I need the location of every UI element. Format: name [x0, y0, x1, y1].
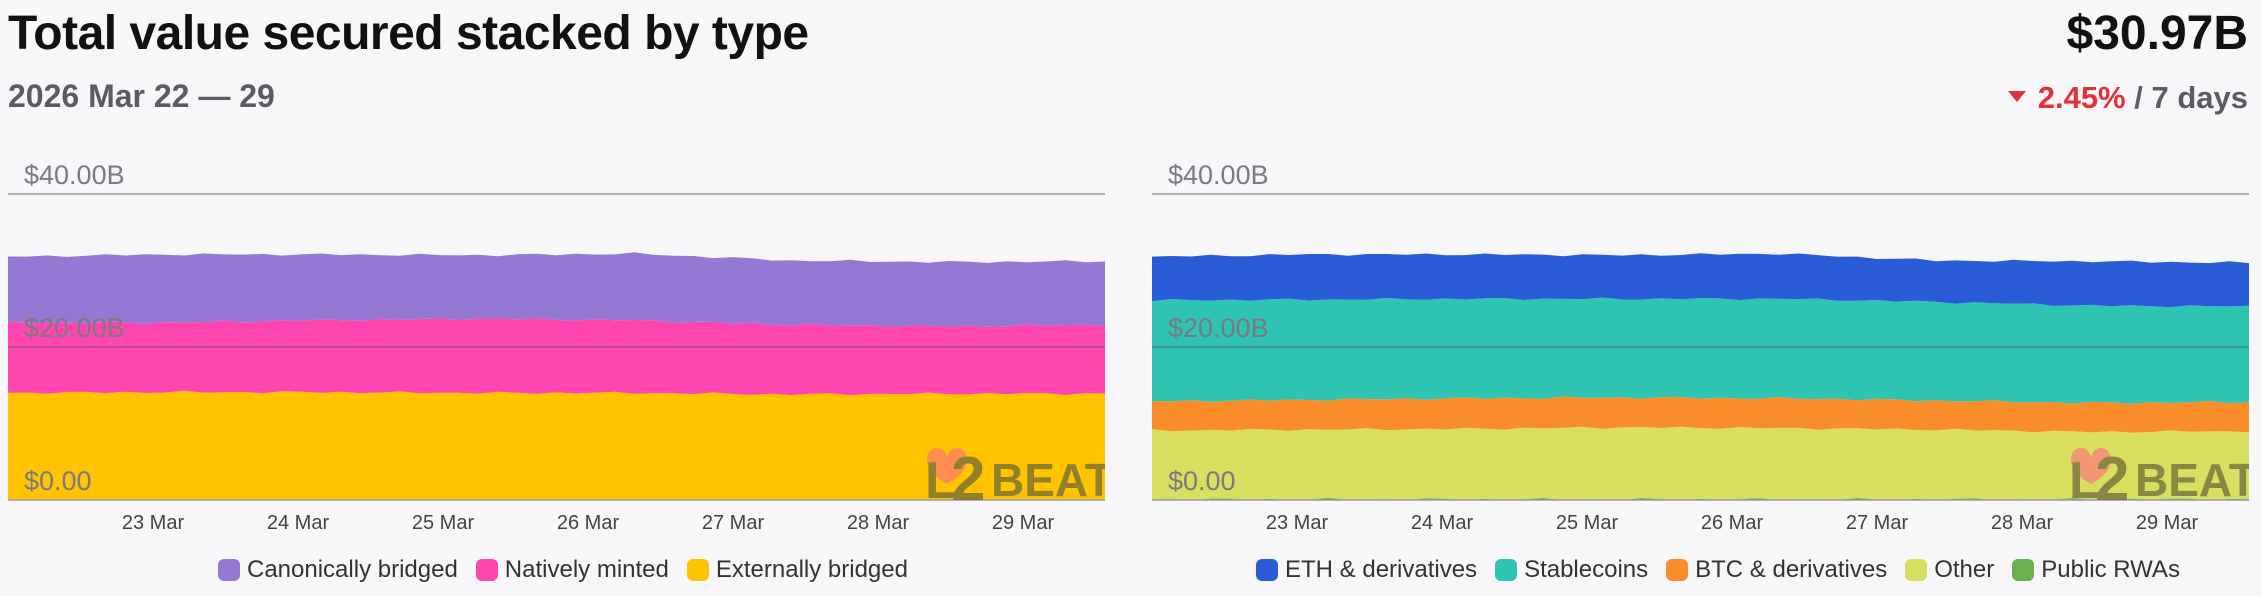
watermark-text: 2 — [951, 445, 985, 514]
legend-label: Other — [1934, 556, 1995, 583]
y-tick-label: $20.00B — [1168, 313, 1269, 343]
x-tick-label: 29 Mar — [992, 512, 1055, 534]
chart-title: Total value secured stacked by type — [8, 7, 809, 60]
x-tick-label: 26 Mar — [557, 512, 620, 534]
legend-label: Natively minted — [504, 556, 669, 583]
area-series-externally-bridged — [8, 390, 1105, 500]
change-percent: 2.45% — [2037, 80, 2126, 115]
x-tick-label: 29 Mar — [2136, 512, 2199, 534]
legend-swatch — [2012, 559, 2035, 581]
legend-swatch — [1256, 559, 1278, 581]
legend-swatch — [1666, 559, 1689, 581]
legend-item[interactable]: Natively minted — [475, 556, 669, 584]
area-series-other — [1152, 426, 2249, 501]
legend-swatch — [1905, 559, 1928, 581]
change-period: / 7 days — [2134, 80, 2248, 115]
x-tick-label: 28 Mar — [847, 512, 910, 534]
area-series-natively-minted — [8, 318, 1105, 396]
x-tick-label: 27 Mar — [1846, 512, 1909, 534]
l2beat-watermark: L2 BEAT — [2069, 445, 2249, 514]
x-tick-label: 25 Mar — [412, 512, 475, 534]
x-tick-label: 27 Mar — [702, 512, 765, 534]
area-series-btc-derivatives — [1152, 396, 2249, 433]
heart-icon — [2071, 448, 2111, 484]
y-tick-label: $0.00 — [1168, 466, 1236, 496]
legend-label: Stablecoins — [1524, 556, 1649, 583]
x-tick-label: 28 Mar — [1991, 512, 2054, 534]
area-series-stablecoins — [1152, 297, 2249, 404]
legend-swatch — [686, 559, 709, 581]
x-tick-label: 26 Mar — [1701, 512, 1764, 534]
heart-icon — [927, 448, 967, 484]
y-tick-label: $20.00B — [24, 313, 125, 343]
area-series-eth-derivatives — [1152, 253, 2249, 308]
change-summary: 2.45% / 7 days — [2007, 80, 2248, 116]
legend-swatch — [218, 559, 240, 581]
legend-swatch — [475, 559, 498, 581]
area-series-canonically-bridged — [8, 252, 1105, 328]
x-tick-label: 25 Mar — [1556, 512, 1619, 534]
x-tick-label: 24 Mar — [1411, 512, 1474, 534]
watermark-text: L — [2069, 452, 2101, 510]
legend-label: Canonically bridged — [247, 556, 458, 583]
chart-by-source: $0.00 $20.00B $40.00B 23 Mar 24 Mar 25 Mar 26 … — [8, 160, 1105, 534]
watermark-text: BEAT — [2135, 454, 2249, 506]
legend-item[interactable]: Other — [1905, 556, 1994, 584]
legend-item[interactable]: ETH & derivatives — [1256, 556, 1477, 584]
down-arrow-icon — [2007, 91, 2026, 103]
legend-item[interactable]: BTC & derivatives — [1666, 556, 1887, 584]
legend-item[interactable]: Externally bridged — [686, 556, 908, 584]
legend-item[interactable]: Canonically bridged — [218, 556, 458, 584]
watermark-text: BEAT — [991, 454, 1105, 506]
x-tick-label: 23 Mar — [122, 512, 185, 534]
y-tick-label: $0.00 — [24, 466, 92, 496]
total-value: $30.97B — [2066, 7, 2248, 60]
x-tick-label: 24 Mar — [267, 512, 330, 534]
legend-by-asset: ETH & derivatives Stablecoins BTC & deriva… — [1256, 556, 2198, 584]
watermark-text: L — [925, 452, 957, 510]
legend-by-source: Canonically bridged Natively minted Extern… — [218, 556, 926, 584]
y-tick-label: $40.00B — [24, 160, 125, 190]
y-tick-label: $40.00B — [1168, 160, 1269, 190]
x-tick-label: 23 Mar — [1266, 512, 1329, 534]
l2beat-watermark: L2 BEAT — [925, 445, 1105, 514]
watermark-text: 2 — [2095, 445, 2129, 514]
legend-swatch — [1495, 559, 1518, 581]
legend-label: ETH & derivatives — [1285, 556, 1478, 583]
legend-label: BTC & derivatives — [1695, 556, 1888, 583]
legend-label: Public RWAs — [2041, 556, 2180, 583]
legend-item[interactable]: Stablecoins — [1495, 556, 1648, 584]
legend-label: Externally bridged — [715, 556, 908, 583]
date-range: 2026 Mar 22 — 29 — [8, 78, 275, 114]
legend-item[interactable]: Public RWAs — [2012, 556, 2180, 584]
chart-by-asset: $0.00 $20.00B $40.00B 23 Mar 24 Mar 25 Mar 26 … — [1152, 160, 2249, 534]
